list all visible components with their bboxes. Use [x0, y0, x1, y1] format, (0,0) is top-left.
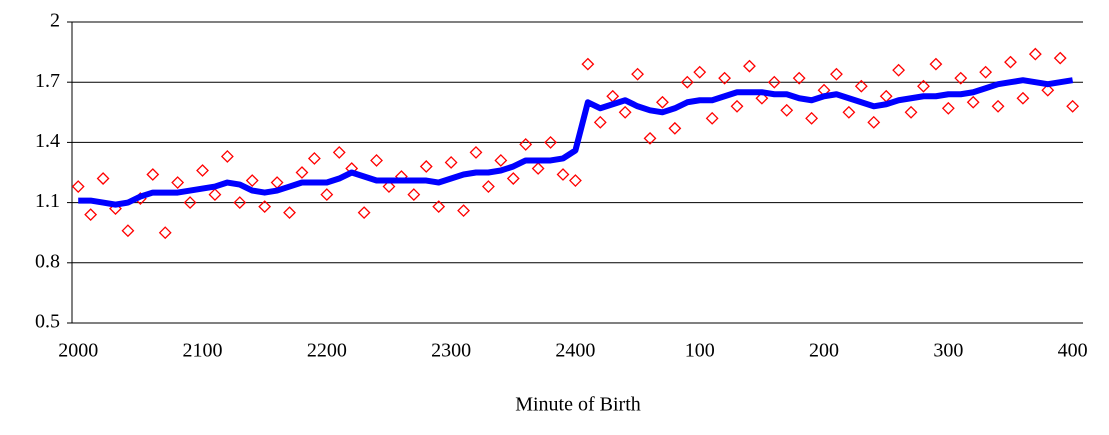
data-point	[1004, 55, 1017, 69]
data-point	[854, 79, 868, 93]
data-point	[544, 135, 557, 149]
data-point	[718, 71, 732, 85]
data-point	[171, 176, 185, 189]
data-point	[556, 168, 570, 181]
trend-line	[78, 77, 1074, 208]
x-tick-label: 2400	[555, 340, 595, 362]
data-point	[332, 146, 346, 159]
data-point	[307, 152, 321, 165]
data-point	[743, 59, 756, 73]
data-point	[830, 67, 843, 81]
data-point	[892, 63, 906, 77]
x-tick-label: 2000	[58, 340, 98, 362]
data-point	[506, 172, 520, 185]
x-axis-label: Minute of Birth	[515, 394, 641, 416]
data-point	[121, 224, 135, 238]
data-point	[643, 131, 657, 145]
data-point	[320, 188, 334, 201]
data-point	[1028, 47, 1042, 61]
x-tick-label: 200	[809, 340, 839, 362]
data-point	[618, 105, 632, 119]
data-point	[407, 188, 421, 201]
data-point	[730, 99, 744, 113]
data-point	[208, 188, 222, 201]
data-point	[867, 115, 881, 129]
data-point	[258, 200, 272, 214]
data-point	[1016, 91, 1030, 105]
data-point	[1053, 51, 1067, 65]
data-point	[979, 65, 993, 79]
data-point	[767, 75, 781, 89]
data-point	[569, 174, 582, 187]
data-point	[656, 95, 669, 109]
data-point	[581, 57, 595, 71]
data-point	[71, 180, 85, 193]
data-point	[966, 95, 980, 109]
data-point	[593, 115, 607, 129]
data-point	[295, 166, 309, 179]
data-point	[283, 206, 296, 220]
data-point	[755, 91, 769, 105]
data-point	[158, 226, 172, 240]
data-point	[805, 111, 819, 125]
y-tick-label: 2	[50, 10, 60, 32]
x-tick-label: 100	[685, 340, 715, 362]
x-tick-label: 2100	[183, 340, 223, 362]
data-point	[991, 99, 1005, 113]
data-point	[531, 162, 545, 175]
y-tick-label: 1.7	[35, 70, 60, 92]
data-point	[220, 150, 234, 163]
data-point	[1041, 83, 1055, 97]
data-point	[494, 154, 508, 167]
data-point	[631, 67, 644, 81]
data-point	[668, 121, 682, 135]
data-point	[842, 105, 856, 119]
data-point	[457, 204, 470, 218]
data-point	[370, 154, 383, 167]
data-point	[419, 160, 433, 173]
data-point	[245, 174, 259, 187]
data-point	[1066, 99, 1080, 113]
data-point	[904, 105, 918, 119]
data-point	[444, 156, 458, 169]
x-tick-label: 300	[933, 340, 963, 362]
data-point	[432, 200, 446, 214]
y-tick-label: 0.5	[35, 311, 60, 333]
data-point	[183, 196, 197, 210]
x-tick-label: 400	[1058, 340, 1088, 362]
data-point	[917, 79, 930, 93]
data-point	[196, 164, 209, 177]
data-point	[929, 57, 943, 71]
data-point	[780, 103, 794, 117]
data-point	[84, 208, 98, 222]
x-tick-label: 2300	[431, 340, 471, 362]
data-point	[519, 137, 533, 151]
y-tick-label: 1.4	[35, 130, 60, 152]
data-point	[792, 71, 806, 85]
y-tick-label: 1.1	[35, 190, 60, 212]
data-point	[481, 180, 495, 193]
data-point	[954, 71, 968, 85]
data-point	[705, 111, 719, 125]
data-point	[693, 65, 707, 79]
data-point	[357, 206, 371, 220]
x-tick-label: 2200	[307, 340, 347, 362]
data-point	[382, 180, 396, 193]
data-point	[233, 196, 247, 210]
data-point	[941, 101, 955, 115]
data-point	[469, 146, 483, 159]
data-point	[96, 172, 110, 185]
data-point	[680, 75, 694, 89]
y-tick-label: 0.8	[35, 250, 60, 272]
data-point	[146, 168, 160, 181]
